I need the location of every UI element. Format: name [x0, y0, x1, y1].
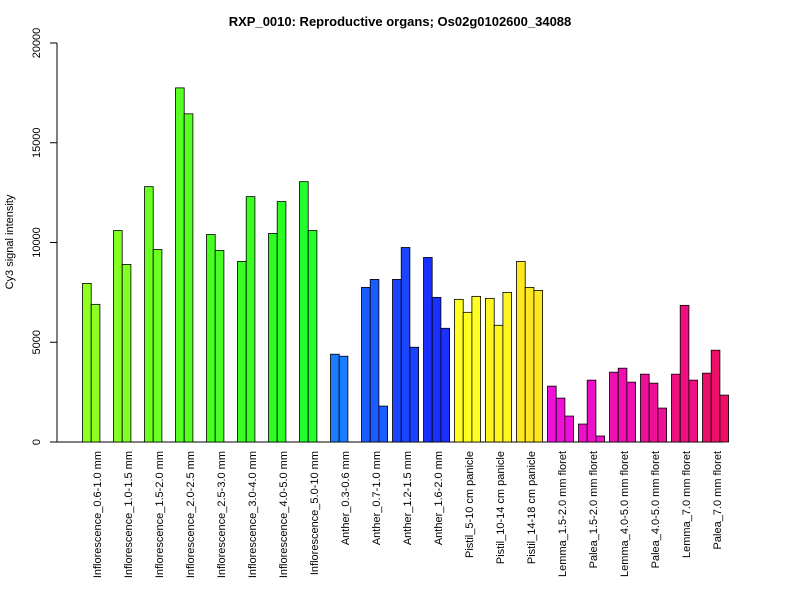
x-tick-label: Inflorescence_1.5-2.0 mm [154, 451, 166, 578]
x-tick-label: Inflorescence_0.6-1.0 mm [92, 451, 104, 578]
bar [82, 282, 92, 443]
bar [152, 249, 163, 443]
bar [524, 286, 535, 443]
x-tick-label: Anther_0.3-0.6 mm [340, 451, 352, 545]
bar [657, 407, 668, 443]
bar [183, 113, 194, 443]
x-tick-label: Inflorescence_3.0-4.0 mm [247, 451, 259, 578]
x-tick-label: Palea_7.0 mm floret [712, 451, 724, 549]
bar [471, 295, 481, 443]
bar [679, 304, 690, 443]
y-axis-label: Cy3 signal intensity [4, 194, 16, 289]
bar [485, 297, 495, 443]
bar [330, 353, 340, 443]
x-tick-label: Lemma_4.0-5.0 mm floret [619, 451, 631, 577]
x-tick-label: Inflorescence_5.0-10 mm [309, 451, 321, 575]
y-tick-label: 10000 [31, 227, 43, 258]
x-tick-label: Inflorescence_2.0-2.5 mm [185, 451, 197, 578]
bar [392, 279, 402, 443]
bar [640, 373, 650, 443]
bar [688, 379, 699, 443]
bar [547, 385, 557, 443]
y-tick-label: 20000 [31, 28, 43, 59]
bar [245, 196, 256, 443]
bar [609, 371, 619, 443]
bar [555, 397, 566, 443]
bar [454, 298, 464, 443]
bar [121, 264, 132, 443]
bar [671, 373, 681, 443]
bar [516, 261, 526, 443]
x-tick-label: Pistil_5-10 cm panicle [464, 451, 476, 558]
bar [626, 381, 637, 443]
bar [409, 346, 419, 443]
bar [378, 405, 388, 443]
y-tick-label: 15000 [31, 127, 43, 158]
bar [586, 379, 597, 443]
bar [702, 372, 712, 443]
bar [307, 230, 318, 443]
bar [578, 423, 588, 443]
bar [175, 87, 185, 443]
bar [493, 324, 504, 443]
bar [214, 250, 225, 443]
x-tick-labels: Inflorescence_0.6-1.0 mm Inflorescence_1.… [92, 451, 724, 578]
bars [82, 87, 730, 443]
bar [431, 296, 442, 443]
bar [462, 311, 473, 443]
x-tick-label: Lemma_7.0 mm floret [681, 451, 693, 558]
x-tick-label: Pistil_10-14 cm panicle [495, 451, 507, 564]
bar [710, 349, 721, 443]
bar [533, 289, 544, 443]
bar [206, 234, 216, 443]
bar [719, 394, 730, 443]
bar [440, 327, 450, 443]
x-tick-label: Palea_4.0-5.0 mm floret [650, 451, 662, 568]
x-tick-label: Palea_1.5-2.0 mm floret [588, 451, 600, 568]
bar [276, 201, 287, 443]
bar [617, 367, 628, 443]
x-tick-label: Anther_1.6-2.0 mm [433, 451, 445, 545]
bar [90, 303, 101, 443]
x-tick-label: Anther_0.7-1.0 mm [371, 451, 383, 545]
bar [299, 181, 309, 443]
y-tick-label: 0 [31, 439, 43, 445]
x-tick-label: Inflorescence_4.0-5.0 mm [278, 451, 290, 578]
bar [595, 435, 606, 443]
x-tick-label: Inflorescence_2.5-3.0 mm [216, 451, 228, 578]
bar [648, 382, 659, 443]
bar [400, 247, 411, 443]
bar [369, 279, 380, 443]
bar [564, 415, 575, 443]
bar [338, 355, 349, 443]
y-tick-label: 5000 [31, 330, 43, 354]
bar [113, 230, 123, 443]
x-tick-label: Pistil_14-18 cm panicle [526, 451, 538, 564]
bar [144, 186, 154, 443]
x-tick-label: Inflorescence_1.0-1.5 mm [123, 451, 135, 578]
bar [361, 286, 371, 443]
bar [423, 257, 433, 443]
bar [268, 233, 278, 443]
bar [502, 291, 512, 443]
x-tick-label: Anther_1.2-1.5 mm [402, 451, 414, 545]
y-axis: 0 5000 10000 15000 20000 [31, 28, 58, 445]
bar [237, 261, 247, 443]
x-tick-label: Lemma_1.5-2.0 mm floret [557, 451, 569, 577]
chart-title: RXP_0010: Reproductive organs; Os02g0102… [229, 14, 572, 29]
